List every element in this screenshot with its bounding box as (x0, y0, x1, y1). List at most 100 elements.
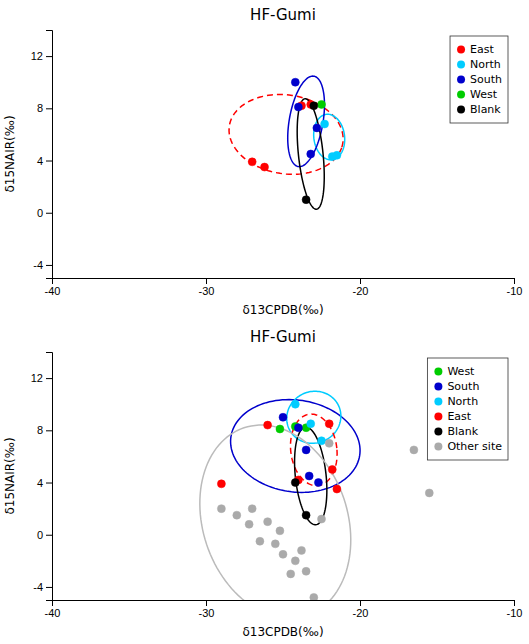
y-tick-label: 12 (31, 372, 43, 384)
ellipse (229, 95, 343, 175)
x-axis-line (53, 279, 515, 285)
y-tick-label: -4 (33, 259, 43, 271)
x-tick-label: -40 (45, 285, 61, 297)
x-axis: -40 -30 -20 -10 (45, 600, 523, 619)
series (291, 400, 325, 445)
y-tick-label: 8 (37, 424, 43, 436)
point (314, 479, 322, 487)
legend-marker (457, 61, 465, 69)
legend-label: South (470, 73, 502, 86)
point (302, 446, 310, 454)
y-tick-label: -4 (33, 581, 43, 593)
legend-frame (427, 358, 508, 460)
point (302, 511, 310, 519)
point (256, 537, 264, 545)
y-tick: -4 (33, 259, 52, 271)
legend-frame (450, 36, 508, 123)
ellipse (288, 76, 325, 167)
point (245, 520, 253, 528)
point (321, 120, 329, 128)
ellipse (200, 425, 351, 600)
point (310, 102, 318, 110)
legend-label: West (447, 365, 475, 378)
point (325, 420, 333, 428)
y-tick: -4 (33, 581, 52, 593)
x-tick-label: -10 (507, 607, 523, 619)
legend-entry: South (434, 380, 479, 393)
x-tick-label: -30 (199, 607, 215, 619)
point (276, 527, 284, 535)
point (307, 420, 315, 428)
point (333, 485, 341, 493)
legend-label: Other site (447, 440, 502, 453)
point (291, 400, 299, 408)
x-tick-mark (514, 600, 515, 606)
legend-marker (434, 368, 442, 376)
y-axis-line (46, 353, 53, 601)
series (217, 439, 433, 600)
point (333, 151, 341, 159)
series (318, 100, 326, 108)
series (302, 102, 318, 204)
point (261, 163, 269, 171)
legend-marker (457, 76, 465, 84)
y-tick-mark (46, 535, 52, 536)
x-axis-title: δ13CPDB(‰) (242, 303, 323, 317)
point (248, 505, 256, 513)
legend-label: Blank (447, 425, 478, 438)
x-axis: -40-30-20-10 (45, 278, 523, 297)
legend-marker (457, 106, 465, 114)
series (291, 479, 310, 520)
point (302, 567, 310, 575)
y-axis: -404812 (31, 31, 53, 279)
legend-marker (434, 443, 442, 451)
x-tick: -20 (353, 600, 369, 619)
x-tick-label: -10 (507, 285, 523, 297)
legend-label: East (447, 410, 471, 423)
point (410, 446, 418, 454)
plot-area (200, 391, 433, 600)
legend-marker (434, 413, 442, 421)
ellipse (295, 427, 327, 525)
x-axis-title: δ13CPDB(‰) (242, 625, 323, 639)
point (291, 557, 299, 565)
legend-entry: West (457, 88, 498, 101)
legend-entry: Other site (434, 440, 502, 453)
legend-entry: East (457, 43, 494, 56)
point (297, 546, 305, 554)
y-tick-mark (46, 587, 52, 588)
x-tick-mark (514, 278, 515, 284)
point (279, 413, 287, 421)
legend-marker (434, 428, 442, 436)
x-tick-label: -40 (45, 607, 61, 619)
title: HF-Gumi (250, 6, 316, 24)
series (291, 78, 321, 158)
point (425, 489, 433, 497)
legend-label: North (447, 395, 478, 408)
point (294, 103, 302, 111)
y-axis-title: δ15NAIR(‰) (3, 115, 17, 192)
series (217, 420, 341, 493)
y-tick-mark (46, 430, 52, 431)
legend-entry: South (457, 73, 502, 86)
y-tick-mark (46, 56, 52, 57)
point (271, 540, 279, 548)
legend-marker (457, 46, 465, 54)
point (325, 439, 333, 447)
series (321, 120, 341, 161)
series (276, 422, 310, 433)
panel: -40-30-20-10-404812HF-Gumiδ13CPDB(‰)δ15N… (3, 328, 522, 639)
point (305, 472, 313, 480)
title: HF-Gumi (250, 328, 316, 346)
x-tick-mark (206, 600, 207, 606)
point (217, 480, 225, 488)
y-tick-mark (46, 483, 52, 484)
x-tick: -10 (507, 278, 523, 297)
x-tick: -30 (199, 278, 215, 297)
legend-label: North (470, 58, 501, 71)
plot-area (229, 76, 345, 209)
legend-entry: Blank (434, 425, 478, 438)
y-axis-title: δ15NAIR(‰) (3, 437, 17, 514)
point (276, 425, 284, 433)
figure: -40 -30 -20 -10 -404812 HF-Gumi δ13CPDB(‰) δ15N… (0, 0, 529, 644)
